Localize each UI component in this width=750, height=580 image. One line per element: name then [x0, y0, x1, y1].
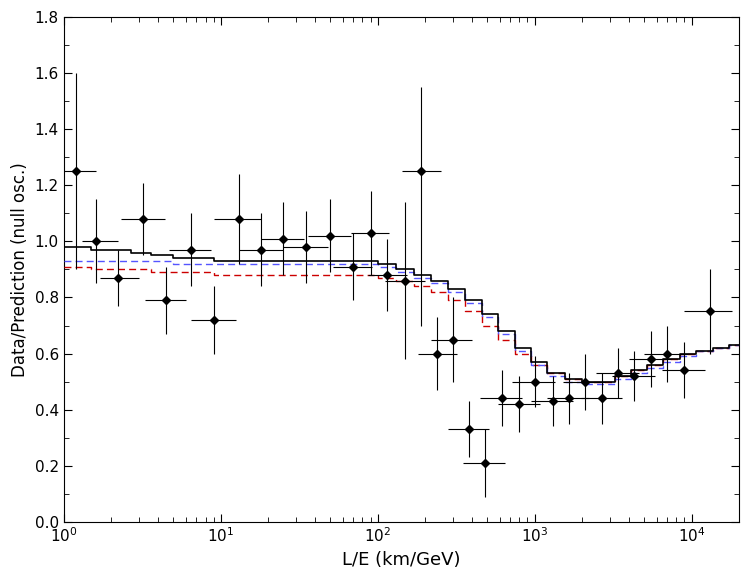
X-axis label: L/E (km/GeV): L/E (km/GeV)	[342, 551, 460, 569]
Y-axis label: Data/Prediction (null osc.): Data/Prediction (null osc.)	[11, 162, 29, 377]
